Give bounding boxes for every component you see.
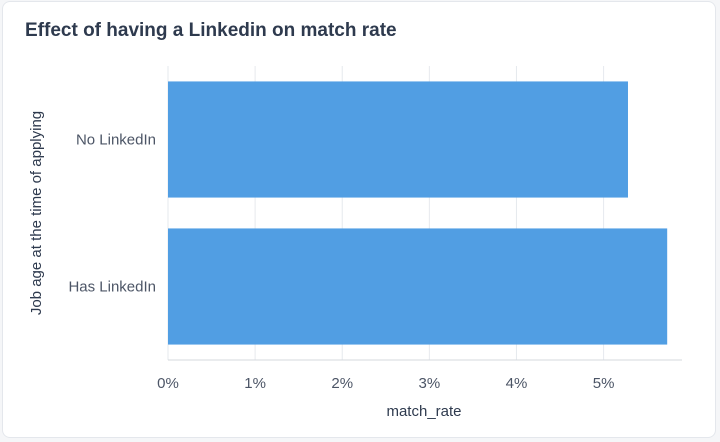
bars [168, 81, 668, 345]
y-tick-labels: No LinkedIn Has LinkedIn [68, 132, 156, 296]
x-tick-label: 2% [331, 375, 353, 392]
bar[interactable] [168, 81, 628, 198]
x-tick-label: 0% [157, 375, 179, 392]
x-tick-labels: 0% 1% 2% 3% 4% 5% [157, 375, 614, 392]
x-tick-label: 5% [593, 375, 615, 392]
x-tick-label: 1% [244, 375, 266, 392]
y-axis-label: Job age at the time of applying [28, 111, 45, 315]
x-tick-label: 4% [506, 375, 528, 392]
y-tick-label: No LinkedIn [76, 132, 156, 149]
x-axis-label: match_rate [386, 403, 461, 420]
y-tick-label: Has LinkedIn [68, 279, 156, 296]
chart-title: Effect of having a Linkedin on match rat… [25, 20, 397, 41]
bar[interactable] [168, 228, 668, 345]
x-tick-label: 3% [419, 375, 441, 392]
